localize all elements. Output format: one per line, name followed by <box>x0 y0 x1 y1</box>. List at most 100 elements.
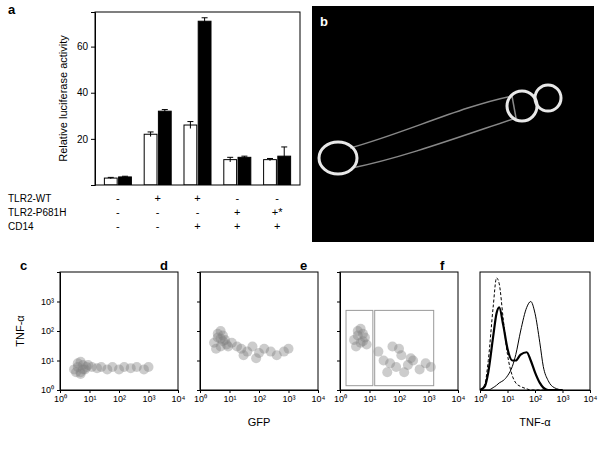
axis-line <box>341 391 459 394</box>
error-cap <box>227 157 233 158</box>
event <box>382 367 392 377</box>
tick-mark <box>337 361 340 362</box>
error-bar <box>108 177 114 178</box>
tick-mark <box>370 390 371 393</box>
tick-mark <box>480 390 481 393</box>
error-cap <box>108 177 114 178</box>
tick-mark <box>57 390 60 391</box>
error-line <box>230 157 231 162</box>
event <box>406 353 416 363</box>
plot-area <box>69 357 153 379</box>
tick: 10³ <box>556 390 569 404</box>
tick-label: 10³ <box>142 394 155 404</box>
tick: 10⁰ <box>194 390 207 404</box>
event <box>387 341 397 351</box>
tick-label: 10² <box>113 394 126 404</box>
condition-value: - <box>116 192 120 204</box>
tick-mark <box>337 390 340 391</box>
tick-label: 10⁰ <box>474 394 487 404</box>
condition-value: + <box>234 220 240 232</box>
axis: 10⁰10¹10²10³ <box>41 273 61 396</box>
axis-line <box>57 273 61 391</box>
event <box>356 324 366 334</box>
error-bar <box>241 156 247 158</box>
plot-frame <box>60 272 178 390</box>
error-cap <box>202 17 208 18</box>
tick-label: 10³ <box>41 297 54 307</box>
micrograph <box>312 6 594 242</box>
plot-frame <box>480 272 590 390</box>
condition-value: + <box>194 220 200 232</box>
tick-mark <box>57 331 60 332</box>
event <box>351 341 361 351</box>
tick: 10⁰ <box>474 390 487 404</box>
tick-mark <box>458 390 459 393</box>
tick-label: 10³ <box>556 394 569 404</box>
tick-label: 10³ <box>282 394 295 404</box>
bar <box>264 160 277 185</box>
tick: 10¹ <box>223 390 236 404</box>
tick-label: 10¹ <box>363 394 376 404</box>
axis: 10⁰10¹10²10³10⁴ <box>54 390 186 404</box>
axis-line <box>201 391 319 394</box>
condition-value: - <box>275 192 279 204</box>
tick-mark <box>399 390 400 393</box>
plot-area <box>209 326 293 363</box>
condition-value: + <box>274 220 280 232</box>
tick-mark <box>590 390 591 393</box>
tick-mark <box>197 331 200 332</box>
condition-value: - <box>156 220 160 232</box>
error-bar <box>187 122 193 129</box>
panel-label: b <box>320 14 328 29</box>
error-cap <box>267 158 273 159</box>
plot-area <box>480 278 563 390</box>
tick: 10⁰ <box>54 390 67 404</box>
error-bar <box>148 132 154 137</box>
tick: 10⁴ <box>584 390 598 404</box>
tick <box>197 331 200 332</box>
condition-label: TLR2-WT <box>8 193 51 204</box>
axis-line <box>91 13 96 186</box>
tick: 40 <box>77 87 95 98</box>
error-cap <box>187 121 193 122</box>
tick: 20 <box>77 134 95 145</box>
error-line <box>284 147 285 165</box>
tick: 10⁴ <box>172 390 186 404</box>
tick: 10⁰ <box>41 385 60 395</box>
cell-outlines <box>319 85 561 174</box>
tick-mark <box>535 390 536 393</box>
error-cap <box>162 109 168 110</box>
axis <box>337 273 341 391</box>
bar <box>104 178 117 185</box>
tick-label: 10³ <box>422 394 435 404</box>
bar <box>184 125 197 185</box>
plot-frame <box>95 12 300 185</box>
condition-value: + <box>154 192 160 204</box>
axis-line <box>337 273 341 391</box>
axis <box>197 273 201 391</box>
bar <box>224 160 237 185</box>
tick-mark <box>197 390 200 391</box>
axis-line <box>197 273 201 391</box>
condition-value: +* <box>272 206 283 218</box>
bar <box>119 177 132 185</box>
condition-label: CD14 <box>8 221 34 232</box>
tick-label: 10⁴ <box>172 394 186 404</box>
gate <box>375 310 434 385</box>
error-bar <box>227 157 233 162</box>
error-bar <box>162 110 168 113</box>
tick: 10³ <box>422 390 435 404</box>
bar <box>144 134 157 185</box>
tick-label: 10⁴ <box>452 394 466 404</box>
axis-line <box>481 391 591 394</box>
event <box>216 334 226 344</box>
error-bar <box>267 158 273 160</box>
tick <box>197 302 200 303</box>
tick: 10² <box>529 390 542 404</box>
tick-label: 10⁴ <box>584 394 598 404</box>
tick <box>197 361 200 362</box>
axis-title: GFP <box>248 416 271 428</box>
bar <box>158 111 171 185</box>
error-bar <box>122 176 128 177</box>
tick <box>337 361 340 362</box>
